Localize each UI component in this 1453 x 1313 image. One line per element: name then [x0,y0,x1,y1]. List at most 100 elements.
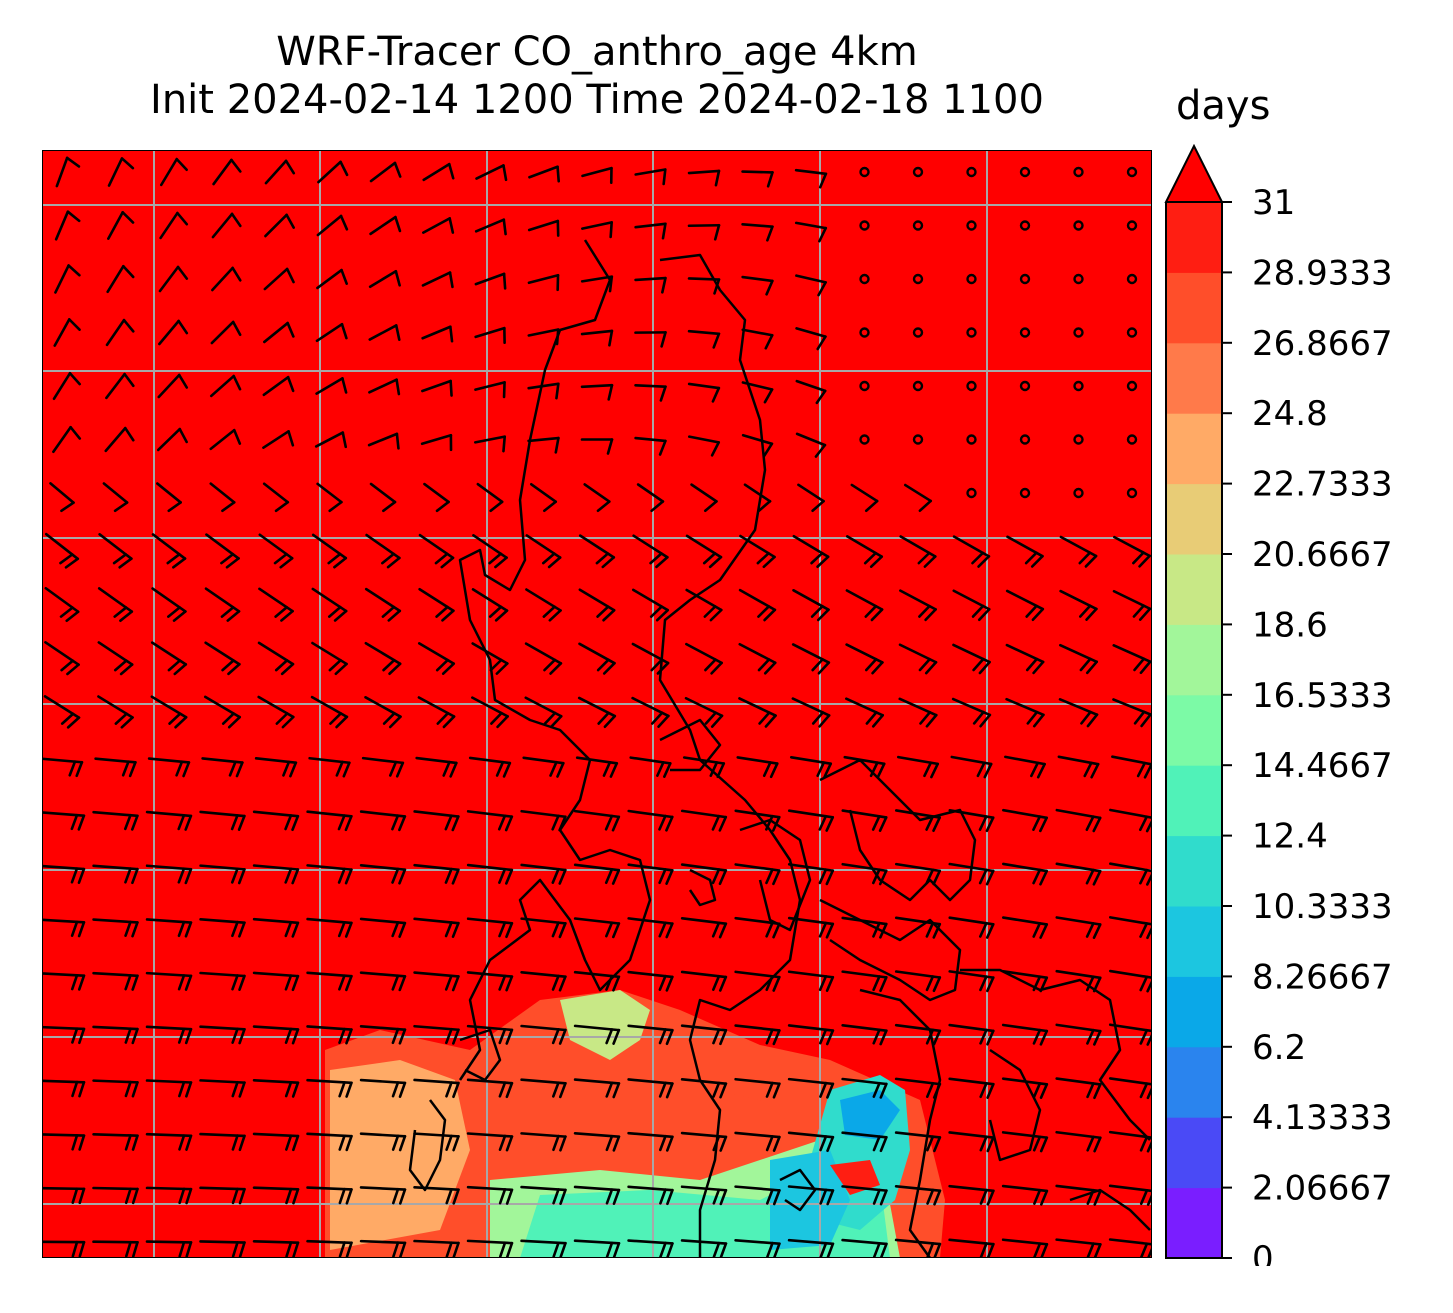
colorbar-tick-label: 22.7333 [1252,465,1393,505]
wind-barb [97,641,134,676]
wind-barb [948,862,995,886]
wind-barb [145,1240,193,1258]
wind-barb [203,695,242,729]
wind-barb [92,864,139,885]
wind-barb [252,1025,300,1045]
wind-barb [1055,1130,1102,1153]
wind-barb [894,1131,942,1153]
wind-barb [894,809,942,833]
wind-barb [199,1240,246,1258]
wind-barb [413,1024,460,1045]
wind-barb [734,1185,781,1206]
wind-barb [520,1185,567,1205]
calm-wind-marker [966,273,977,285]
colorbar-units-label: days [1176,83,1271,129]
colorbar-level-8 [1166,624,1222,696]
wind-barb [841,1024,888,1046]
wind-barb [42,1133,86,1151]
calm-wind-marker [912,327,924,338]
wind-barb [54,210,81,241]
wind-barb [1059,589,1098,621]
wind-barb [687,277,721,295]
wind-barb [199,1025,246,1045]
wind-barb [577,696,617,729]
wind-barb [308,756,351,778]
wind-barb [520,863,567,885]
calm-wind-marker [859,327,870,338]
wind-barb [741,328,774,350]
calm-wind-marker [1126,273,1138,285]
wind-barb [1005,589,1045,622]
wind-barb [1055,969,1102,993]
wind-barb [520,971,567,992]
wind-barb [580,438,614,455]
wind-barb [252,917,300,938]
colorbar-tick-label: 6.2 [1252,1028,1306,1068]
wind-barb [310,695,349,729]
wind-barb [734,809,781,832]
wind-barb [53,318,81,347]
wind-barb [364,696,402,729]
wind-barb [527,382,560,400]
wind-barb [948,970,995,993]
coastline-east-gulf [819,898,962,1002]
wind-barb [894,862,942,886]
wind-barb [145,810,193,831]
wind-barb [199,971,246,991]
wind-barb [794,168,828,189]
wind-barb [575,756,619,778]
wind-barb [252,1078,300,1098]
wind-barb [1109,916,1152,940]
calm-wind-marker [966,220,977,231]
wind-barb [627,1078,674,1099]
wind-barb [634,436,667,456]
wind-barb [466,1078,514,1099]
wind-barb [204,587,241,622]
wind-barb [52,371,82,401]
wind-barb [527,273,560,292]
wind-barb [1002,808,1048,833]
calm-wind-marker [1126,380,1138,392]
wind-barb [734,863,781,886]
wind-barb [791,697,831,728]
wind-barb [627,863,674,885]
wind-barb [466,1185,514,1205]
wind-barb [212,158,242,186]
wind-barb [787,1238,835,1258]
wind-barb [845,643,884,675]
wind-barb [158,319,189,346]
wind-barb [92,1186,139,1205]
colorbar-extend-arrow [1164,144,1224,203]
calm-wind-marker [859,220,870,231]
wind-barb [306,1132,353,1152]
wind-barb [55,156,81,188]
wind-barb [734,970,781,992]
wind-barb [42,864,86,885]
wind-barb [627,1239,674,1258]
wind-barb [306,917,353,938]
colorbar-tick-label: 18.6 [1252,605,1328,645]
calm-wind-marker [1073,273,1084,285]
wind-barb [92,1025,139,1045]
wind-barb [359,1132,407,1152]
wind-barb [1109,808,1152,833]
calm-wind-marker [1126,166,1138,178]
wind-barb [364,587,402,622]
wind-barb [159,211,189,240]
colorbar-level-14 [1166,202,1222,273]
wind-barb [92,810,139,831]
wind-barb [150,641,188,676]
wind-barb [1001,1238,1049,1258]
wind-barb [743,483,772,513]
wind-barb [899,589,937,622]
wind-barb [741,275,774,296]
wind-barb [690,483,718,513]
wind-barb [209,482,236,513]
wind-barb [841,916,888,939]
wind-barb [306,864,353,885]
coastline-southeast [1069,1188,1151,1231]
wind-barb [42,1186,86,1205]
wind-barb [680,809,728,832]
wind-barb [42,757,84,778]
wind-barb [680,1239,728,1258]
